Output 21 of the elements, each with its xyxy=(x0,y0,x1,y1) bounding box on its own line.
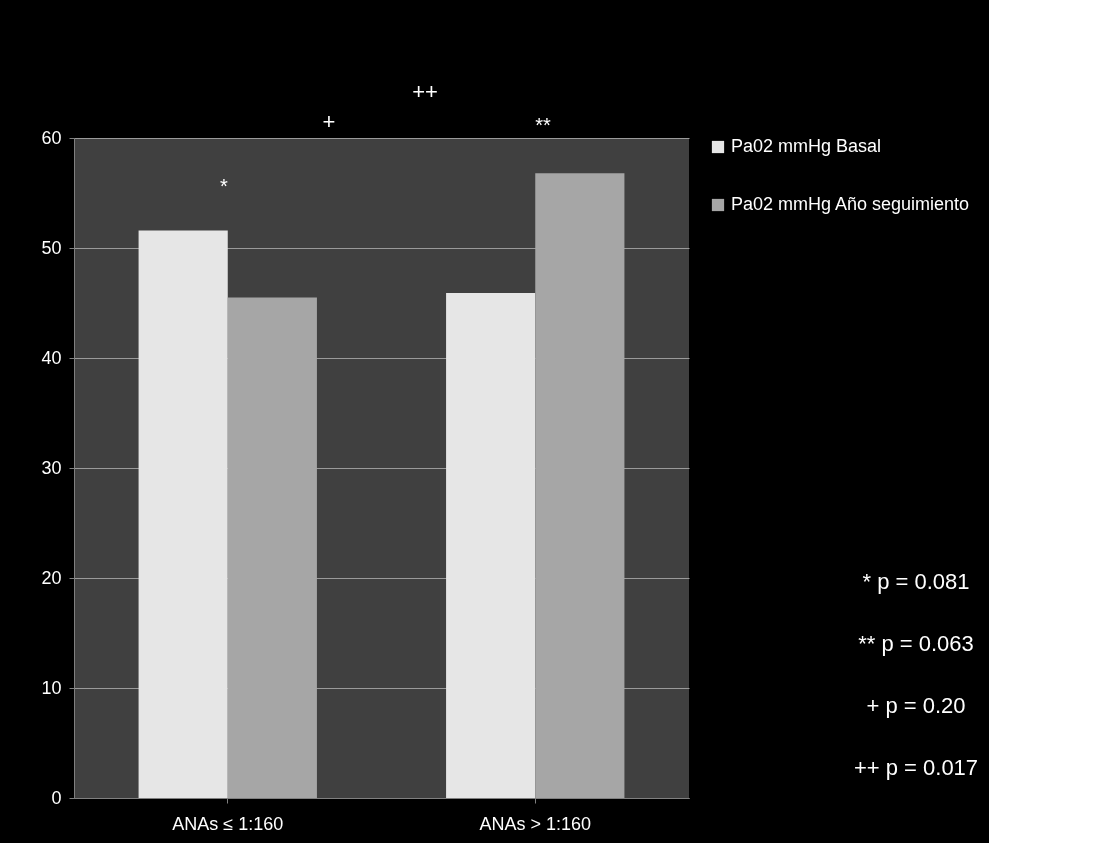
text: + xyxy=(322,109,336,134)
x-tick-label: ANAs > 1:160 xyxy=(479,813,592,834)
y-tick-label: 30 xyxy=(41,457,62,478)
text: ++ xyxy=(412,79,438,104)
text: ** xyxy=(535,114,551,136)
legend-label: Pa02 mmHg Año seguimiento xyxy=(731,194,970,214)
bar xyxy=(446,293,536,798)
y-tick-label: 50 xyxy=(41,237,62,258)
legend-label: Pa02 mmHg Basal xyxy=(731,136,882,156)
text: + p = 0.20 xyxy=(866,693,966,718)
annotation: * xyxy=(220,175,229,197)
text: ** p = 0.063 xyxy=(858,631,974,656)
y-tick-label: 0 xyxy=(51,787,62,808)
bar xyxy=(138,230,228,798)
y-tick-label: 10 xyxy=(41,677,62,698)
x-tick-label: ANAs ≤ 1:160 xyxy=(172,813,284,834)
y-tick-label: 20 xyxy=(41,567,62,588)
y-tick-label: 40 xyxy=(41,347,62,368)
text: * p = 0.081 xyxy=(862,569,970,594)
text: ++ p = 0.017 xyxy=(853,755,979,780)
y-tick-label: 60 xyxy=(41,127,62,148)
